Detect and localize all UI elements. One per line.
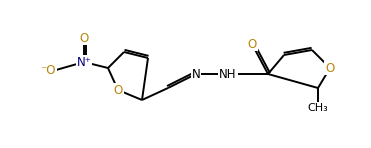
Text: O: O (325, 62, 335, 74)
Text: O: O (114, 83, 123, 96)
Text: NH: NH (219, 67, 237, 81)
Text: O: O (247, 37, 257, 50)
Text: CH₃: CH₃ (308, 103, 328, 113)
Text: O: O (79, 32, 89, 45)
Text: ⁻O: ⁻O (40, 63, 56, 77)
Text: N: N (192, 67, 200, 81)
Text: N⁺: N⁺ (76, 56, 91, 69)
